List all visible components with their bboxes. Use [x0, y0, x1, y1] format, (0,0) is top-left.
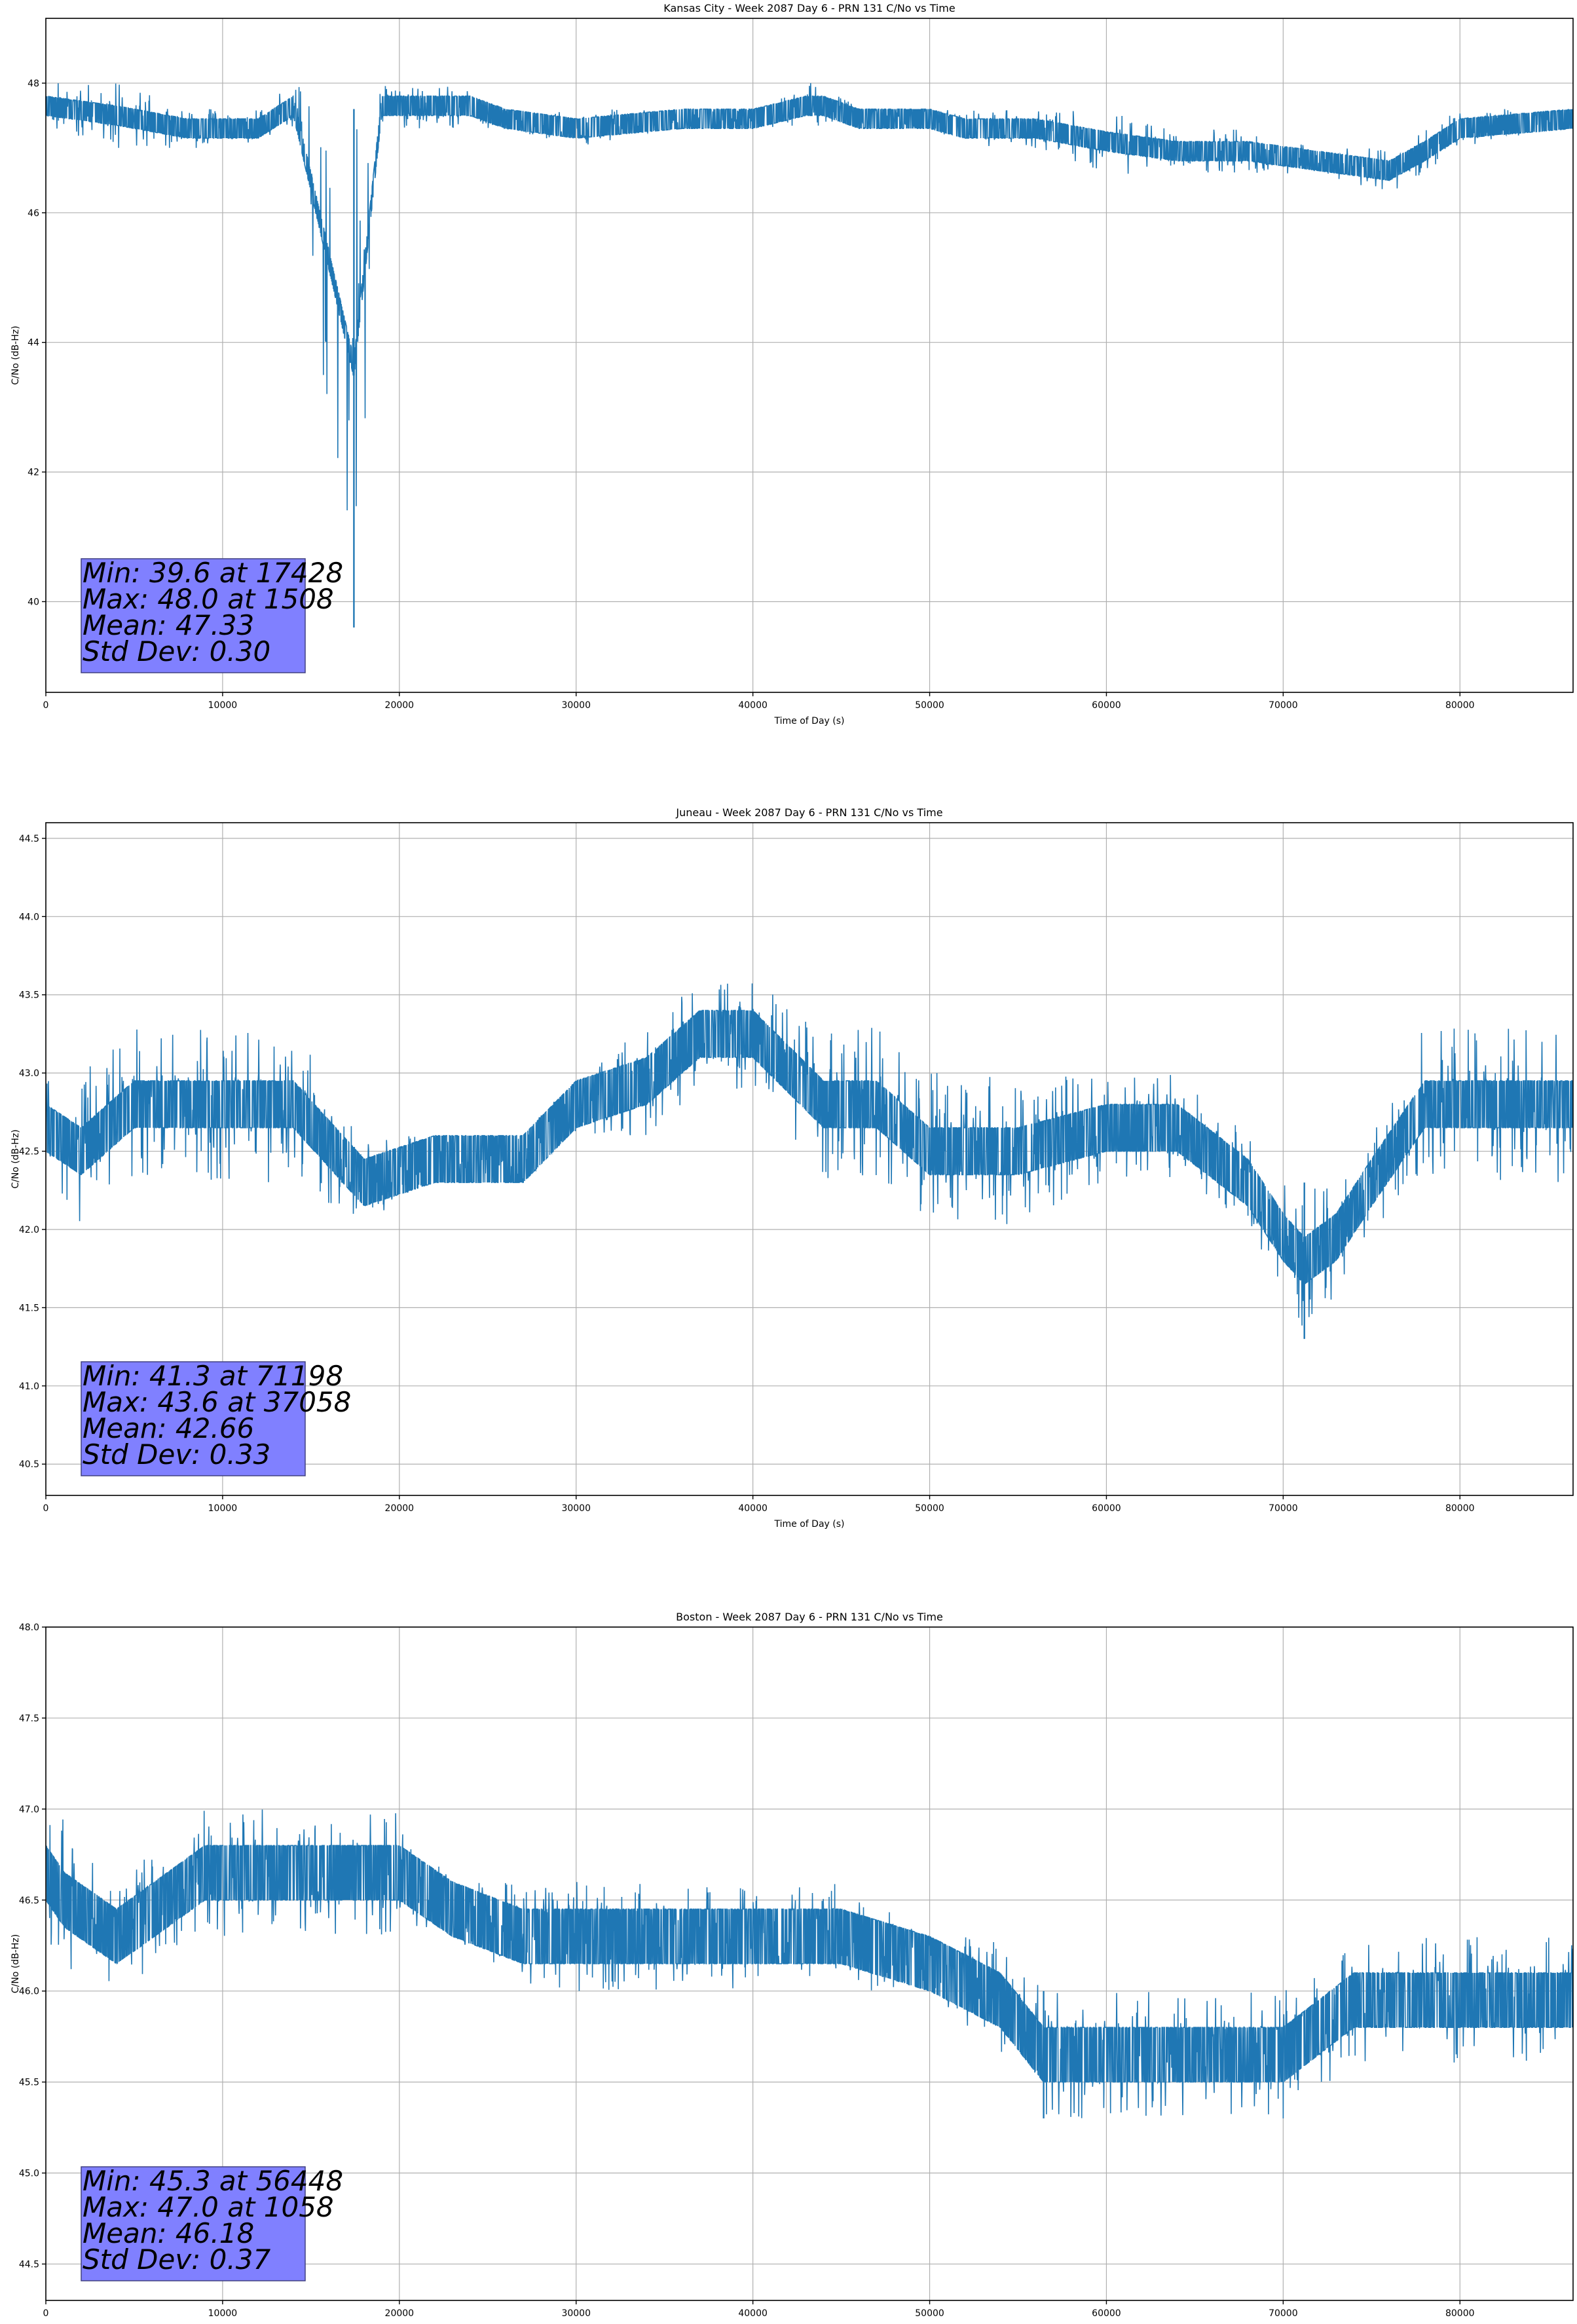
x-tick-label: 0 — [43, 1503, 49, 1514]
y-tick-label: 41.0 — [19, 1381, 39, 1392]
chart-title: Kansas City - Week 2087 Day 6 - PRN 131 … — [663, 2, 955, 14]
stats-line: Mean: 42.66 — [83, 1412, 254, 1444]
stats-line: Min: 41.3 at 71198 — [83, 1360, 343, 1392]
x-tick-label: 10000 — [208, 700, 238, 711]
stats-line: Min: 45.3 at 56448 — [83, 2165, 343, 2197]
series-line — [45, 983, 1573, 1326]
x-tick-label: 20000 — [385, 1503, 415, 1514]
series-line — [45, 83, 1574, 511]
y-tick-label: 42 — [28, 468, 39, 478]
x-axis-label: Time of Day (s) — [774, 1519, 845, 1529]
x-tick-label: 40000 — [738, 2308, 768, 2319]
y-axis-label: C/No (dB-Hz) — [10, 326, 21, 384]
x-tick-label: 70000 — [1269, 2308, 1298, 2319]
stats-line: Std Dev: 0.30 — [83, 635, 270, 667]
stats-line: Mean: 46.18 — [83, 2217, 254, 2249]
x-tick-label: 70000 — [1269, 700, 1298, 711]
y-axis-label: C/No (dB-Hz) — [10, 1934, 21, 1993]
x-tick-label: 20000 — [385, 2308, 415, 2319]
y-tick-label: 43.5 — [19, 990, 39, 1001]
y-tick-label: 45.5 — [19, 2078, 39, 2088]
stats-line: Mean: 47.33 — [83, 609, 254, 641]
stats-box — [81, 2166, 306, 2281]
y-tick-label: 44.5 — [19, 834, 39, 844]
chart-panel-1: 0 10000 20000 30000 40000 50000 60000 70000 8000… — [10, 806, 1574, 1529]
y-tick-label: 46.5 — [19, 1896, 39, 1906]
x-tick-label: 20000 — [385, 700, 415, 711]
y-tick-label: 44.0 — [19, 912, 39, 922]
chart-title: Juneau - Week 2087 Day 6 - PRN 131 C/No … — [675, 806, 942, 819]
stats-line: Max: 43.6 at 37058 — [83, 1386, 351, 1418]
stats-line: Std Dev: 0.33 — [83, 1438, 270, 1471]
y-tick-label: 44 — [28, 338, 39, 348]
x-tick-label: 50000 — [915, 700, 944, 711]
stats-box — [81, 1361, 306, 1476]
y-tick-label: 44.5 — [19, 2259, 39, 2270]
y-tick-label: 48.0 — [19, 1622, 39, 1633]
y-tick-label: 40 — [28, 597, 39, 607]
stats-line: Min: 39.6 at 17428 — [83, 557, 343, 589]
x-tick-label: 0 — [43, 2308, 49, 2319]
chart-title: Boston - Week 2087 Day 6 - PRN 131 C/No … — [676, 1611, 943, 1623]
chart-panel-0: 0 10000 20000 30000 40000 50000 60000 70000 8000… — [10, 2, 1574, 726]
axes-frame — [45, 18, 1574, 693]
stats-line: Max: 48.0 at 1508 — [83, 583, 334, 615]
y-tick-label: 46 — [28, 208, 39, 219]
x-tick-label: 40000 — [738, 700, 768, 711]
y-tick-label: 47.0 — [19, 1805, 39, 1815]
x-axis-label: Time of Day (s) — [774, 716, 845, 726]
stats-line: Max: 47.0 at 1058 — [83, 2191, 334, 2223]
y-tick-label: 40.5 — [19, 1459, 39, 1470]
chart-panel-2: 0 10000 20000 30000 40000 50000 60000 70000 8000… — [10, 1611, 1574, 2319]
stats-box — [81, 558, 306, 673]
x-tick-label: 30000 — [561, 2308, 591, 2319]
y-axis-label: C/No (dB-Hz) — [10, 1129, 21, 1188]
y-tick-label: 46.0 — [19, 1987, 39, 1997]
y-tick-label: 48 — [28, 79, 39, 89]
x-tick-label: 80000 — [1445, 1503, 1475, 1514]
axes-frame — [45, 1626, 1574, 2301]
x-tick-label: 30000 — [561, 700, 591, 711]
x-tick-label: 50000 — [915, 1503, 944, 1514]
x-tick-label: 60000 — [1092, 2308, 1121, 2319]
x-tick-label: 80000 — [1445, 700, 1475, 711]
stats-line: Std Dev: 0.37 — [83, 2243, 270, 2276]
x-tick-label: 10000 — [208, 2308, 238, 2319]
x-tick-label: 80000 — [1445, 2308, 1475, 2319]
x-tick-label: 70000 — [1269, 1503, 1298, 1514]
y-tick-label: 42.5 — [19, 1147, 39, 1157]
x-tick-label: 10000 — [208, 1503, 238, 1514]
y-tick-label: 45.0 — [19, 2169, 39, 2179]
axes-frame — [45, 822, 1574, 1496]
y-tick-label: 41.5 — [19, 1303, 39, 1313]
y-tick-label: 47.5 — [19, 1714, 39, 1724]
x-tick-label: 0 — [43, 700, 49, 711]
x-tick-label: 60000 — [1092, 1503, 1121, 1514]
x-tick-label: 40000 — [738, 1503, 768, 1514]
series-line — [45, 1809, 1574, 2119]
x-tick-label: 60000 — [1092, 700, 1121, 711]
x-tick-label: 50000 — [915, 2308, 944, 2319]
y-tick-label: 43.0 — [19, 1068, 39, 1079]
x-tick-label: 30000 — [561, 1503, 591, 1514]
y-tick-label: 42.0 — [19, 1225, 39, 1235]
